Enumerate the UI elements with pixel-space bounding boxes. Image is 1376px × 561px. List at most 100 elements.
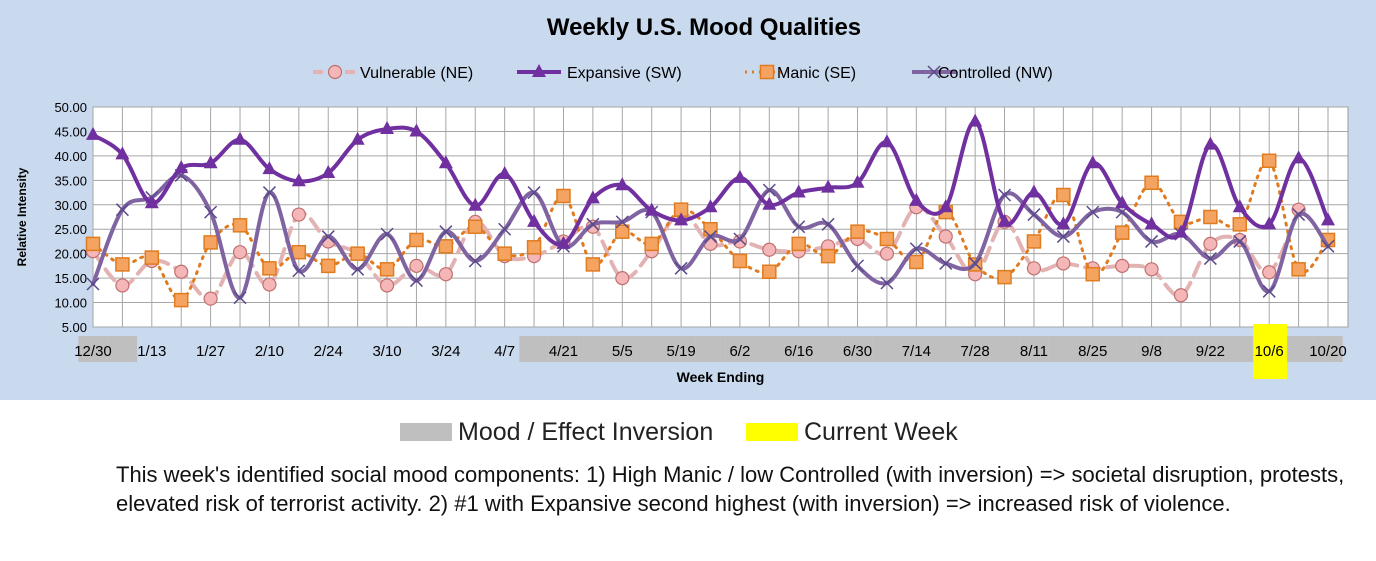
expansive-data-point (850, 174, 865, 188)
vulnerable-legend-marker (327, 64, 343, 80)
inversion-band (813, 336, 843, 362)
controlled-data-point (1292, 208, 1306, 222)
expansive-data-point (938, 199, 953, 213)
expansive-data-point (1085, 155, 1100, 169)
expansive-data-point (527, 213, 542, 227)
inversion-band (1107, 336, 1137, 362)
y-tick-label: 5.00 (62, 320, 87, 335)
controlled-data-point (262, 186, 276, 200)
x-tick-label: 2/10 (255, 343, 284, 360)
x-tick-label: 3/10 (372, 343, 401, 360)
y-tick-label: 20.00 (54, 247, 87, 262)
expansive-data-point (497, 165, 512, 179)
expansive-data-point (321, 165, 336, 178)
expansive-data-point (1232, 199, 1247, 213)
expansive-data-point (1262, 216, 1277, 230)
vulnerable-data-point (1056, 256, 1071, 271)
x-tick-label: 3/24 (431, 343, 460, 360)
x-tick-label: 8/11 (1020, 343, 1048, 360)
expansive-data-point (262, 161, 277, 175)
controlled-data-point (233, 291, 247, 305)
manic-data-point (409, 232, 424, 248)
x-tick-label: 12/30 (74, 343, 112, 360)
expansive-data-point (732, 169, 747, 183)
controlled-data-point (998, 188, 1012, 202)
controlled-data-point (86, 277, 100, 291)
expansive-data-point (968, 113, 983, 127)
y-tick-label: 25.00 (54, 222, 87, 237)
controlled-data-point (351, 262, 365, 276)
manic-data-point (1203, 209, 1218, 225)
expansive-data-point (350, 131, 365, 145)
vulnerable-data-point (291, 207, 306, 222)
expansive-legend-label: Expansive (SW) (567, 65, 682, 82)
expansive-data-point (585, 190, 600, 204)
inversion-band (636, 336, 667, 362)
controlled-data-point (615, 215, 629, 229)
inversion-band (901, 336, 932, 362)
x-tick-label: 7/14 (902, 343, 931, 360)
current-week-swatch (746, 423, 798, 441)
expansive-data-point (791, 184, 806, 198)
x-tick-label: 5/5 (612, 343, 633, 360)
expansive-data-point (144, 195, 159, 209)
expansive-data-point (438, 155, 453, 169)
vulnerable-data-point (262, 277, 277, 292)
y-tick-label: 40.00 (54, 149, 87, 164)
controlled-data-point (674, 261, 688, 275)
vulnerable-data-point (1203, 236, 1218, 251)
expansive-data-point (644, 202, 659, 216)
x-tick-label: 6/16 (784, 343, 813, 360)
x-tick-label: 4/7 (494, 343, 515, 360)
inversion-band (548, 336, 579, 362)
inversion-band (1078, 336, 1108, 362)
expansive-data-point (821, 179, 836, 193)
inversion-band (695, 336, 726, 362)
x-tick-label: 5/19 (666, 343, 695, 360)
controlled-data-point (204, 205, 218, 219)
inversion-band (960, 336, 990, 362)
inversion-band (989, 336, 1020, 362)
manic-data-point (585, 257, 601, 272)
controlled-data-point (1262, 284, 1276, 298)
expansive-data-point (703, 199, 718, 213)
manic-data-point (232, 218, 248, 233)
manic-data-point (85, 236, 101, 252)
manic-data-point (203, 235, 218, 250)
inversion-band (78, 336, 108, 362)
expansive-data-point (1173, 224, 1188, 238)
controlled-data-point (703, 230, 718, 244)
manic-data-point (144, 250, 160, 265)
inversion-band (872, 336, 902, 362)
expansive-data-point (1056, 216, 1071, 230)
manic-data-point (115, 257, 130, 272)
controlled-data-point (1321, 239, 1335, 253)
chart-panel: 5.00 10.00 15.00 20.00 25.00 30.00 35.00 40.00 4… (0, 0, 1376, 400)
expansive-data-point (879, 134, 894, 148)
vulnerable-data-point (1173, 288, 1189, 303)
controlled-data-point (733, 232, 747, 246)
inversion-band (1225, 336, 1255, 362)
current-week-legend-label: Current Week (804, 417, 958, 446)
y-tick-label: 45.00 (54, 124, 87, 139)
controlled-legend-label: Controlled (NW) (938, 65, 1053, 82)
inversion-legend-label: Mood / Effect Inversion (458, 417, 714, 446)
expansive-data-point (1115, 195, 1130, 209)
x-tick-label: 1/13 (137, 343, 166, 360)
x-tick-label: 4/21 (549, 343, 578, 360)
expansive-data-point (1321, 212, 1335, 226)
expansive-data-point (468, 197, 483, 211)
vulnerable-data-point (1262, 265, 1277, 280)
inversion-band (1048, 336, 1079, 362)
vulnerable-data-point (203, 291, 218, 306)
expansive-data-point (291, 173, 306, 187)
vulnerable-data-point (1026, 261, 1042, 276)
vulnerable-data-point (379, 278, 395, 293)
vulnerable-data-point (615, 271, 630, 286)
inversion-band (1283, 336, 1314, 362)
inversion-band (1195, 336, 1226, 362)
controlled-data-point (968, 256, 982, 270)
manic-legend-marker (759, 64, 775, 80)
expansive-data-point (86, 126, 100, 140)
controlled-data-point (880, 276, 894, 290)
